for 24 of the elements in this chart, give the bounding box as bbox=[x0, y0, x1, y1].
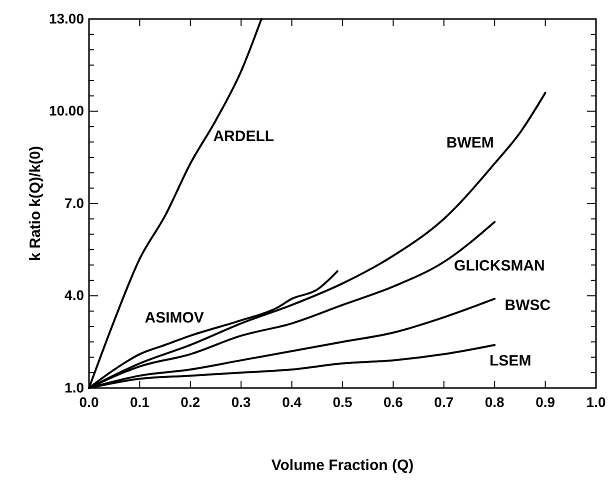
y-tick-label: 10.00 bbox=[48, 102, 84, 119]
y-tick-label: 4.0 bbox=[64, 287, 84, 304]
x-tick-label: 0.1 bbox=[130, 394, 150, 410]
x-tick-label: 0.8 bbox=[484, 394, 505, 410]
x-axis-title: Volume Fraction (Q) bbox=[271, 457, 414, 474]
series-label: LSEM bbox=[490, 352, 532, 370]
series-label: BWSC bbox=[504, 297, 551, 314]
x-tick-label: 0.3 bbox=[231, 394, 252, 410]
y-axis-title: k Ratio k(Q)/k(0) bbox=[27, 146, 44, 262]
series-label: GLICKSMAN bbox=[454, 257, 545, 274]
x-tick-label: 0.4 bbox=[282, 394, 302, 410]
x-tick-label: 0.7 bbox=[434, 394, 454, 410]
y-tick-label: 7.0 bbox=[64, 194, 84, 211]
x-tick-label: 0.9 bbox=[536, 394, 556, 410]
y-tick-label: 1.0 bbox=[64, 379, 84, 396]
series-label: ASIMOV bbox=[144, 310, 204, 327]
x-tick-label: 0.2 bbox=[180, 394, 200, 410]
x-tick-label: 0.0 bbox=[79, 394, 99, 410]
x-tick-label: 0.6 bbox=[383, 394, 404, 410]
y-tick-label: 13.00 bbox=[48, 10, 84, 26]
series-label: BWEM bbox=[446, 134, 494, 152]
x-tick-label: 1.0 bbox=[586, 394, 606, 410]
series-label: ARDELL bbox=[213, 128, 274, 146]
x-tick-label: 0.5 bbox=[332, 394, 352, 410]
